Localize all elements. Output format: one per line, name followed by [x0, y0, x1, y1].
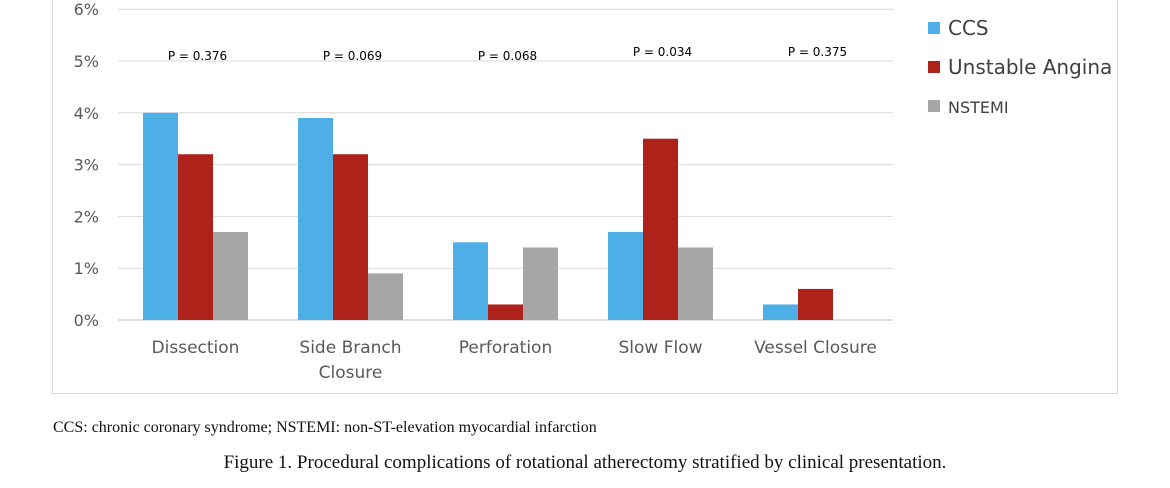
bar [523, 247, 558, 320]
bar [763, 304, 798, 320]
bar [678, 247, 713, 320]
p-value-label: P = 0.376 [168, 49, 227, 63]
x-tick-label: Perforation [459, 338, 552, 358]
x-tick-label: Closure [319, 363, 383, 383]
p-values: P = 0.376 P = 0.069 P = 0.068 P = 0.034 P = … [168, 45, 847, 63]
p-value-label: P = 0.069 [323, 49, 382, 63]
legend-swatch [928, 61, 940, 73]
legend-label: NSTEMI [948, 98, 1009, 117]
x-tick-label: Vessel Closure [754, 338, 877, 358]
x-axis: Dissection Side Branch Closure Perforation S… [152, 338, 877, 383]
y-tick-label: 5% [74, 52, 99, 71]
x-tick-label: Side Branch [299, 338, 401, 358]
bar [213, 231, 248, 320]
bar [368, 273, 403, 320]
x-tick-label: Dissection [152, 338, 240, 358]
legend-swatch [928, 100, 940, 112]
y-tick-label: 1% [74, 259, 99, 278]
footnote: CCS: chronic coronary syndrome; NSTEMI: … [53, 419, 597, 436]
bars [143, 112, 833, 320]
y-tick-label: 2% [74, 207, 99, 226]
y-tick-label: 4% [74, 104, 99, 123]
legend-label: Unstable Angina [948, 55, 1112, 79]
legend-swatch [928, 22, 940, 34]
figure-caption: Figure 1. Procedural complications of ro… [223, 452, 947, 473]
y-tick-label: 6% [74, 0, 99, 19]
bar [333, 154, 368, 320]
bar [178, 154, 213, 320]
bar [798, 288, 833, 320]
bar [608, 231, 643, 320]
bar [488, 304, 523, 320]
p-value-label: P = 0.068 [478, 49, 537, 63]
p-value-label: P = 0.375 [788, 45, 847, 59]
y-axis: 0% 1% 2% 3% 4% 5% 6% [74, 0, 99, 330]
legend: CCS Unstable Angina NSTEMI [928, 16, 1112, 117]
bar [643, 138, 678, 320]
legend-label: CCS [948, 16, 989, 40]
y-tick-label: 3% [74, 156, 99, 175]
x-tick-label: Slow Flow [618, 338, 702, 358]
p-value-label: P = 0.034 [633, 45, 692, 59]
bar-chart: 0% 1% 2% 3% 4% 5% 6% Dissection Side Branch Clos… [74, 0, 1113, 383]
bar [298, 117, 333, 320]
bar [453, 242, 488, 320]
y-tick-label: 0% [74, 311, 99, 330]
bar [143, 112, 178, 320]
chart-frame [52, 0, 1118, 394]
